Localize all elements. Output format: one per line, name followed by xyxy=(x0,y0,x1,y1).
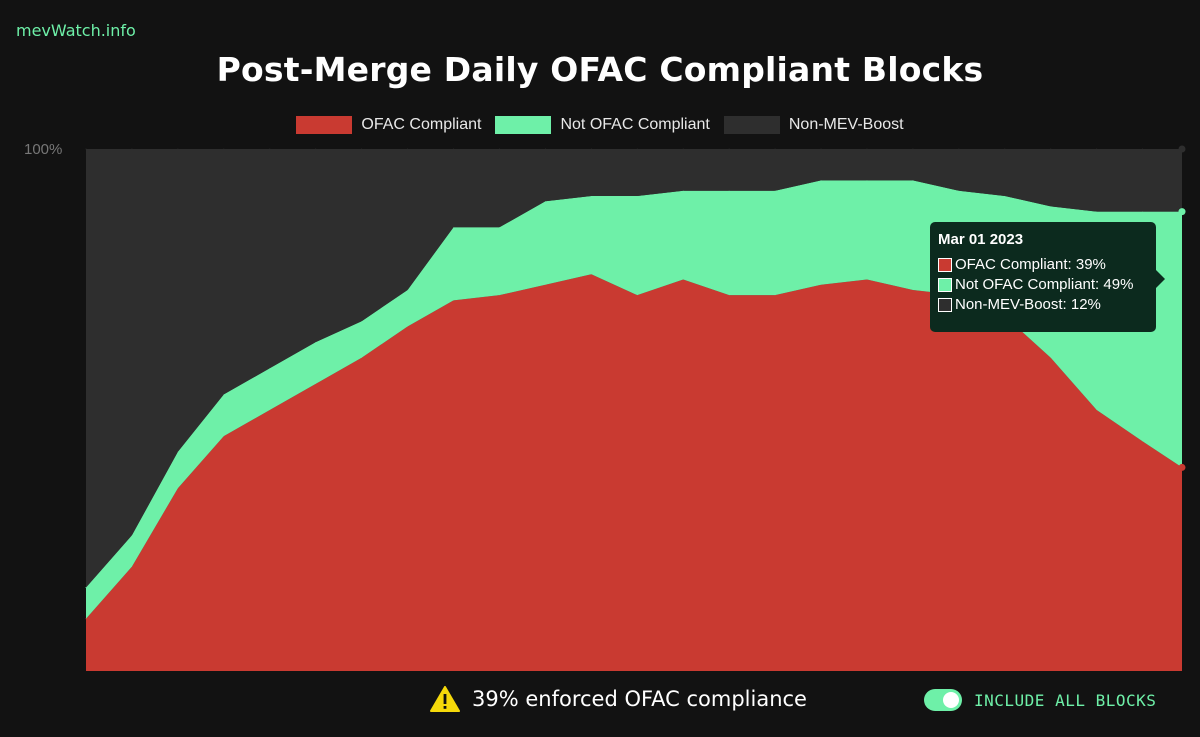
legend-item-non-mev[interactable]: Non-MEV-Boost xyxy=(723,116,904,134)
tooltip-row-label: Non-MEV-Boost: 12% xyxy=(955,296,1101,313)
data-point xyxy=(177,148,179,150)
warning-icon xyxy=(430,686,460,712)
data-point xyxy=(1142,148,1144,150)
data-point xyxy=(728,148,730,150)
legend-swatch xyxy=(723,116,780,134)
tooltip-date: Mar 01 2023 xyxy=(938,231,1024,248)
data-point xyxy=(912,148,914,150)
toggle-label[interactable]: INCLUDE ALL BLOCKS xyxy=(974,690,1157,710)
legend-swatch xyxy=(296,116,353,134)
data-point xyxy=(544,148,546,150)
tooltip-row: Not OFAC Compliant: 49% xyxy=(938,276,1148,293)
legend: OFAC Compliant Not OFAC Compliant Non-ME… xyxy=(0,116,1200,134)
chart-title: Post-Merge Daily OFAC Compliant Blocks xyxy=(216,50,984,89)
data-point xyxy=(361,148,363,150)
series-area-0 xyxy=(86,274,1182,671)
data-point xyxy=(1004,148,1006,150)
data-point xyxy=(407,148,409,150)
data-point xyxy=(131,148,133,150)
data-point xyxy=(866,148,868,150)
tooltip-row-label: Not OFAC Compliant: 49% xyxy=(955,276,1134,293)
compliance-message: 39% enforced OFAC compliance xyxy=(430,686,807,712)
tooltip-row-label: OFAC Compliant: 39% xyxy=(955,256,1106,273)
data-point xyxy=(820,148,822,150)
series-area-2 xyxy=(86,149,1182,588)
legend-label: OFAC Compliant xyxy=(361,116,482,133)
compliance-text: 39% enforced OFAC compliance xyxy=(472,687,807,711)
hover-marker xyxy=(1178,463,1186,471)
include-all-blocks-control[interactable]: INCLUDE ALL BLOCKS xyxy=(924,689,1156,711)
hover-marker xyxy=(1178,208,1186,216)
data-point xyxy=(1050,148,1052,150)
data-point xyxy=(590,148,592,150)
data-point xyxy=(682,148,684,150)
data-point xyxy=(269,148,271,150)
toggle-knob xyxy=(943,692,959,708)
brand-logo[interactable]: mevWatch.info xyxy=(16,21,136,40)
data-point xyxy=(498,148,500,150)
hover-marker xyxy=(1178,145,1186,153)
tooltip-swatch xyxy=(938,297,952,312)
data-point xyxy=(774,148,776,150)
data-point xyxy=(315,148,317,150)
legend-item-ofac[interactable]: OFAC Compliant xyxy=(296,116,481,134)
data-point xyxy=(958,148,960,150)
tooltip: Mar 01 2023 OFAC Compliant: 39% Not OFAC… xyxy=(930,222,1165,332)
data-point xyxy=(1096,148,1098,150)
data-point xyxy=(453,148,455,150)
data-point xyxy=(636,148,638,150)
legend-label: Not OFAC Compliant xyxy=(560,116,710,133)
data-point xyxy=(85,148,87,150)
tooltip-swatch xyxy=(938,257,952,272)
data-point xyxy=(223,148,225,150)
tooltip-row: OFAC Compliant: 39% xyxy=(938,256,1148,273)
legend-label: Non-MEV-Boost xyxy=(788,116,904,133)
tooltip-row: Non-MEV-Boost: 12% xyxy=(938,296,1148,313)
legend-item-not-ofac[interactable]: Not OFAC Compliant xyxy=(495,116,710,134)
tooltip-swatch xyxy=(938,277,952,292)
legend-swatch xyxy=(495,116,552,134)
include-all-blocks-toggle[interactable] xyxy=(924,689,962,711)
y-tick-label: 100% xyxy=(24,141,63,158)
